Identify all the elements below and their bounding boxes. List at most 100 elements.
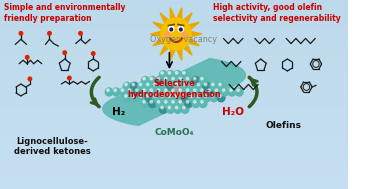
Circle shape [107,89,109,91]
Bar [0,44,348,45]
Bar [0,133,348,134]
Circle shape [172,101,174,103]
Circle shape [179,77,182,80]
Bar [0,63,348,64]
Circle shape [185,100,193,108]
Bar [0,84,348,85]
Text: Oxygen vacancy: Oxygen vacancy [150,35,217,44]
Circle shape [217,94,225,102]
Bar [0,0,348,1]
Circle shape [125,83,127,86]
Circle shape [183,83,185,86]
Circle shape [208,89,210,91]
Circle shape [163,88,171,96]
Circle shape [48,32,51,35]
Circle shape [160,82,167,90]
Bar [0,152,348,153]
Circle shape [201,101,203,103]
Bar [0,40,348,41]
Bar [0,179,348,180]
Circle shape [175,106,178,109]
Bar [0,186,348,187]
Circle shape [167,94,174,102]
Bar [0,185,348,186]
Bar [0,160,348,161]
Bar [0,99,348,100]
Bar [0,105,348,106]
Circle shape [168,95,171,97]
Bar [0,27,348,28]
Circle shape [206,88,214,96]
Circle shape [178,76,185,84]
Circle shape [161,106,163,109]
Bar [0,168,348,169]
Bar [0,8,348,9]
Bar [0,25,348,26]
Polygon shape [177,8,182,19]
Bar [0,66,348,67]
Bar [0,180,348,181]
Bar [0,182,348,183]
Circle shape [194,101,196,103]
Circle shape [161,95,163,97]
Circle shape [125,95,127,97]
Bar [0,159,348,160]
Bar [0,96,348,97]
Bar [0,81,348,82]
Polygon shape [153,22,164,29]
Circle shape [174,94,182,102]
Circle shape [175,72,178,74]
Circle shape [132,83,134,86]
Circle shape [19,32,23,35]
Bar [0,172,348,173]
Circle shape [179,28,182,31]
Bar [0,42,348,43]
Bar [0,137,348,138]
Bar [0,141,348,142]
Bar [0,65,348,66]
Bar [0,1,348,2]
Bar [0,124,348,125]
Bar [0,26,348,27]
Circle shape [167,105,174,113]
Bar [0,147,348,148]
Circle shape [165,89,167,91]
Bar [0,80,348,81]
Bar [0,89,348,90]
Circle shape [163,76,171,84]
Bar [0,59,348,60]
Circle shape [145,82,153,90]
Bar [0,32,348,33]
Bar [0,49,348,50]
Bar [0,60,348,61]
Circle shape [203,82,210,90]
Circle shape [219,83,221,86]
Circle shape [172,77,174,80]
Bar [0,138,348,139]
Bar [0,55,348,56]
Polygon shape [160,13,168,23]
Bar [0,128,348,129]
Circle shape [170,76,178,84]
Polygon shape [184,13,192,23]
Bar [0,188,348,189]
Circle shape [201,89,203,91]
Circle shape [199,88,207,96]
Bar [0,51,348,52]
Circle shape [160,71,167,79]
Circle shape [167,71,174,79]
Circle shape [186,77,189,80]
Circle shape [120,88,127,96]
Bar [0,95,348,96]
Bar [0,125,348,126]
Polygon shape [191,32,202,36]
Bar [0,132,348,133]
Circle shape [183,72,185,74]
Circle shape [192,88,200,96]
Bar [0,157,348,158]
Bar [0,64,348,65]
Bar [0,139,348,140]
Bar [0,163,348,164]
Circle shape [168,72,171,74]
Circle shape [183,106,185,109]
